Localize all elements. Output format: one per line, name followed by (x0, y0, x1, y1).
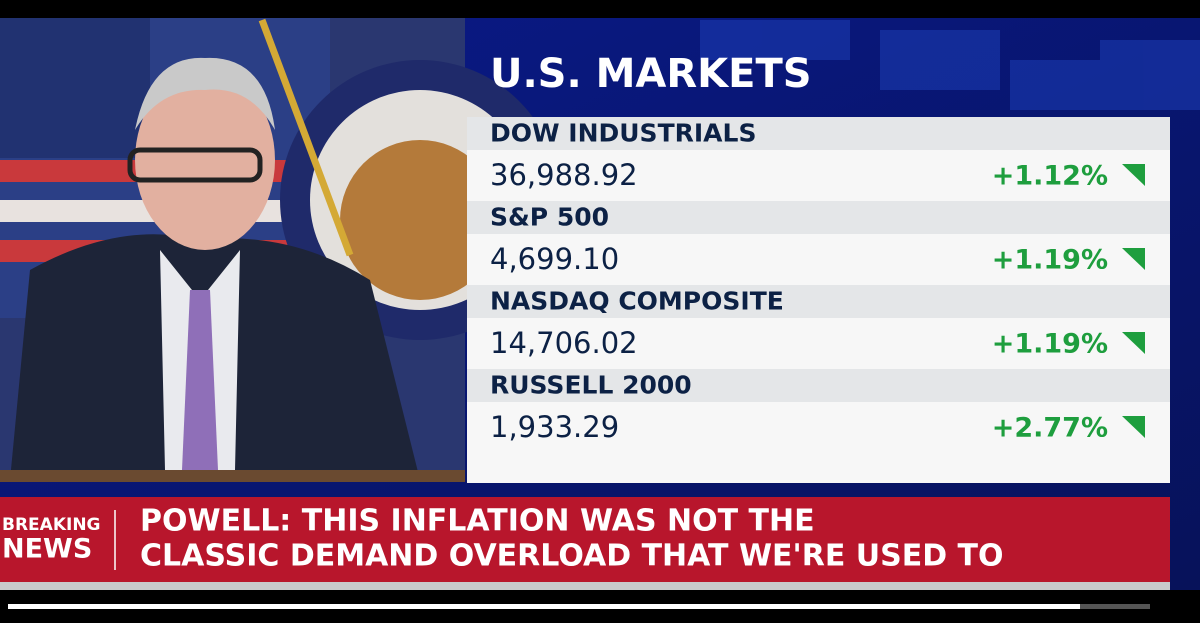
breaking-label: BREAKING (2, 515, 101, 535)
value-row (467, 402, 1170, 483)
index-value: 36,988.92 (490, 158, 638, 192)
index-value: 4,699.10 (490, 242, 619, 276)
index-change: +1.19% (992, 329, 1108, 360)
name-row (467, 201, 1170, 234)
index-value: 1,933.29 (490, 410, 619, 444)
podium (0, 470, 465, 482)
progress-fill[interactable] (8, 604, 1080, 609)
headline-line: CLASSIC DEMAND OVERLOAD THAT WE'RE USED … (140, 539, 1004, 574)
index-change: +1.19% (992, 245, 1108, 276)
name-row (467, 117, 1170, 150)
value-row (467, 318, 1170, 369)
name-row (467, 285, 1170, 318)
index-value: 14,706.02 (490, 326, 638, 360)
speaker (10, 57, 420, 480)
index-change: +1.12% (992, 161, 1108, 192)
panel-title: U.S. MARKETS (490, 51, 812, 97)
change-arrow (1122, 248, 1145, 270)
index-name: DOW INDUSTRIALS (490, 119, 756, 148)
top-bar (0, 0, 1200, 18)
market-table: DOW INDUSTRIALS 36,988.92 +1.12% S&P 500 4,6… (467, 117, 1170, 483)
news-label: NEWS (2, 534, 92, 565)
change-arrow (1122, 416, 1145, 438)
index-name: S&P 500 (490, 203, 609, 232)
index-name: RUSSELL 2000 (490, 371, 692, 400)
change-arrow (1122, 332, 1145, 354)
flag-pole (258, 18, 354, 257)
breaking-banner: BREAKING NEWS POWELL: THIS INFLATION WAS… (0, 497, 1170, 590)
value-row (467, 150, 1170, 201)
index-name: NASDAQ COMPOSITE (490, 287, 784, 316)
value-row (467, 234, 1170, 285)
headline-line: POWELL: THIS INFLATION WAS NOT THE (140, 504, 815, 539)
bg-tiles (700, 20, 1200, 110)
index-change: +2.77% (992, 413, 1108, 444)
change-arrow (1122, 164, 1145, 186)
name-row (467, 369, 1170, 402)
